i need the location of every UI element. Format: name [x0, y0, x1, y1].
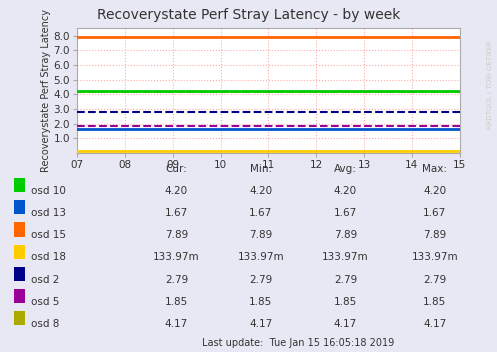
Text: Last update:  Tue Jan 15 16:05:18 2019: Last update: Tue Jan 15 16:05:18 2019: [202, 338, 394, 347]
Text: 4.17: 4.17: [165, 319, 188, 329]
Text: 1.85: 1.85: [249, 297, 272, 307]
Text: 133.97m: 133.97m: [238, 252, 284, 262]
Text: 2.79: 2.79: [334, 275, 357, 284]
Text: osd 2: osd 2: [31, 275, 59, 284]
Text: 2.79: 2.79: [423, 275, 446, 284]
Text: 7.89: 7.89: [165, 230, 188, 240]
Text: 1.85: 1.85: [165, 297, 188, 307]
Text: 1.67: 1.67: [165, 208, 188, 218]
Text: 4.20: 4.20: [165, 186, 188, 196]
Text: 1.67: 1.67: [249, 208, 272, 218]
Text: 133.97m: 133.97m: [412, 252, 458, 262]
Text: 7.89: 7.89: [334, 230, 357, 240]
Text: 1.85: 1.85: [423, 297, 446, 307]
Text: 4.17: 4.17: [334, 319, 357, 329]
Text: 1.67: 1.67: [423, 208, 446, 218]
Text: Max:: Max:: [422, 164, 447, 174]
Text: Recoverystate Perf Stray Latency - by week: Recoverystate Perf Stray Latency - by we…: [97, 8, 400, 22]
Text: osd 10: osd 10: [31, 186, 66, 196]
Text: osd 5: osd 5: [31, 297, 59, 307]
Text: Avg:: Avg:: [334, 164, 357, 174]
Text: 4.20: 4.20: [423, 186, 446, 196]
Text: 133.97m: 133.97m: [322, 252, 369, 262]
Text: 133.97m: 133.97m: [153, 252, 200, 262]
Text: 4.20: 4.20: [334, 186, 357, 196]
Text: 4.20: 4.20: [249, 186, 272, 196]
Text: 7.89: 7.89: [423, 230, 446, 240]
Text: 4.17: 4.17: [249, 319, 272, 329]
Text: 4.17: 4.17: [423, 319, 446, 329]
Y-axis label: Recoverystate Perf Stray Latency: Recoverystate Perf Stray Latency: [41, 9, 51, 172]
Text: osd 18: osd 18: [31, 252, 66, 262]
Text: 1.85: 1.85: [334, 297, 357, 307]
Text: 2.79: 2.79: [249, 275, 272, 284]
Text: 7.89: 7.89: [249, 230, 272, 240]
Text: 2.79: 2.79: [165, 275, 188, 284]
Text: osd 13: osd 13: [31, 208, 66, 218]
Text: osd 8: osd 8: [31, 319, 59, 329]
Text: RRDTOOL / TOBI OETIKER: RRDTOOL / TOBI OETIKER: [487, 40, 493, 129]
Text: osd 15: osd 15: [31, 230, 66, 240]
Text: Min:: Min:: [250, 164, 272, 174]
Text: Cur:: Cur:: [166, 164, 187, 174]
Text: 1.67: 1.67: [334, 208, 357, 218]
